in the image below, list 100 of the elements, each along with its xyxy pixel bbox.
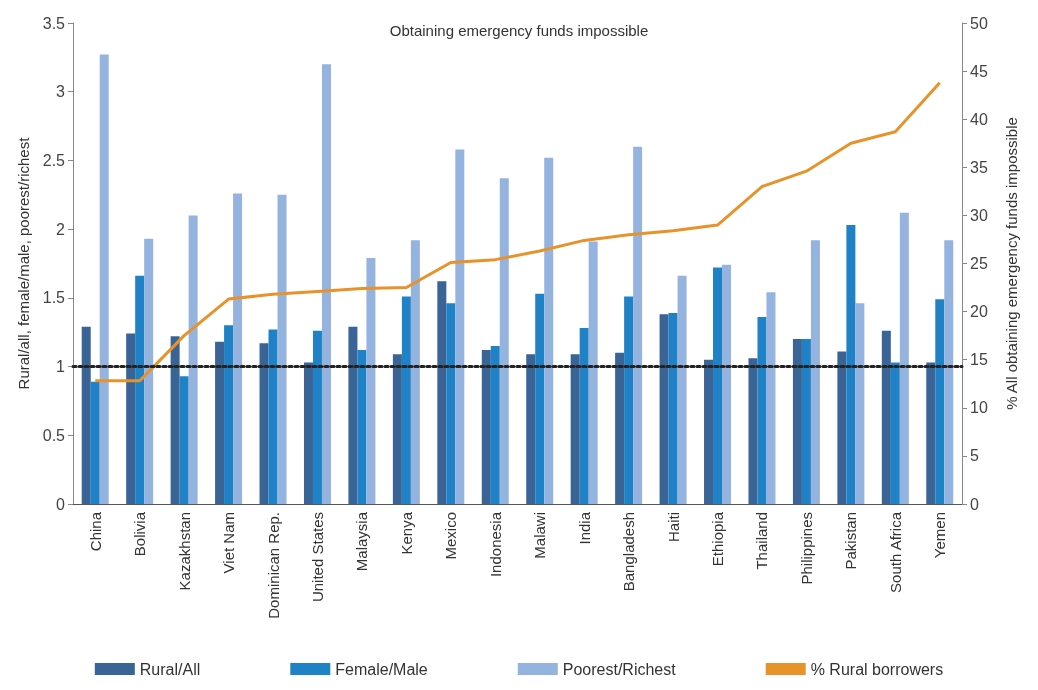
bar <box>90 381 100 504</box>
bar <box>659 314 669 504</box>
bar <box>579 328 589 504</box>
bar <box>899 212 909 504</box>
x-tick-label: India <box>575 511 593 545</box>
bar <box>357 350 367 504</box>
bar <box>535 293 545 504</box>
line-series <box>93 81 942 383</box>
y2-tick-label: 25 <box>970 255 988 272</box>
y2-tick-label: 30 <box>970 206 988 224</box>
bar <box>757 317 767 504</box>
x-tick-label: Kenya <box>397 511 415 555</box>
bar <box>722 264 732 504</box>
bar <box>224 325 234 504</box>
y-axis-title: Rural/all, female/male, poorest/richest <box>15 136 32 390</box>
bar <box>401 296 411 504</box>
y-tick-label: 3 <box>56 83 66 101</box>
bar <box>215 341 225 504</box>
x-tick-label: Indonesia <box>486 511 504 578</box>
x-tick-label: Bolivia <box>131 511 149 557</box>
bar <box>179 376 189 504</box>
legend-label: Female/Male <box>335 660 428 678</box>
bar <box>704 359 714 504</box>
bar <box>526 354 536 504</box>
bar <box>935 299 945 504</box>
x-tick-label: Kazakhstan <box>175 512 193 591</box>
bar <box>99 54 109 504</box>
x-tick-label: Bangladesh <box>620 512 638 592</box>
bar <box>624 296 634 504</box>
x-tick-label: United States <box>308 512 326 603</box>
bar <box>668 312 678 504</box>
bar <box>766 292 776 504</box>
y2-tick-label: 20 <box>970 303 988 321</box>
bar <box>410 240 420 504</box>
bar <box>446 303 456 504</box>
y2-tick-label: 45 <box>970 62 988 80</box>
x-tick-label: Malaysia <box>353 511 371 572</box>
bar <box>303 362 313 504</box>
bar <box>126 333 136 504</box>
y2-tick-label: 15 <box>970 351 988 369</box>
bar <box>392 354 402 504</box>
bar <box>810 240 820 504</box>
bar <box>944 240 954 504</box>
x-tick-label: Philippines <box>797 512 815 585</box>
y2-axis-title: % All obtaining emergency funds impossible <box>1003 117 1020 410</box>
y-tick-label: 1 <box>56 358 66 376</box>
y2-tick-label: 50 <box>970 14 988 32</box>
chart-title: Obtaining emergency funds impossible <box>389 22 649 39</box>
y2-tick-label: 0 <box>970 495 979 513</box>
bar <box>837 351 847 504</box>
bar <box>188 215 198 504</box>
bar <box>677 275 687 504</box>
y2-tick-label: 40 <box>970 110 988 128</box>
y-tick-label: 0.5 <box>42 426 66 444</box>
bar <box>321 64 331 504</box>
bar <box>455 149 465 504</box>
bar <box>259 343 269 504</box>
bar <box>144 238 154 504</box>
x-tick-label: Thailand <box>753 512 771 570</box>
bar <box>588 241 598 504</box>
x-tick-label: Haiti <box>664 512 682 543</box>
bar <box>277 194 287 504</box>
legend-label: Rural/All <box>139 660 201 678</box>
x-tick-label: South Africa <box>886 511 904 593</box>
bar <box>633 146 643 504</box>
bar <box>792 339 802 504</box>
bar <box>348 326 358 504</box>
x-tick-label: China <box>86 511 104 552</box>
x-tick-label: Mexico <box>442 512 460 560</box>
y-tick-label: 1.5 <box>42 289 66 307</box>
bar <box>926 362 936 504</box>
y2-tick-label: 10 <box>970 399 988 417</box>
bar <box>748 358 758 504</box>
bar <box>846 225 856 504</box>
bar <box>801 339 811 504</box>
bar <box>170 336 180 504</box>
bar <box>233 193 243 504</box>
x-tick-label: Ethiopia <box>709 511 727 567</box>
x-tick-label: Pakistan <box>842 512 860 570</box>
bar <box>366 258 376 504</box>
x-tick-label: Dominican Rep. <box>264 512 282 619</box>
bar <box>268 329 278 504</box>
bar <box>81 326 91 504</box>
y-tick-label: 2.5 <box>42 151 66 169</box>
bar <box>481 350 491 504</box>
bar <box>312 330 322 504</box>
bar <box>544 157 554 504</box>
bar <box>135 275 145 504</box>
bar <box>570 354 580 504</box>
bar <box>855 303 865 504</box>
y-tick-label: 2 <box>56 220 66 238</box>
bar <box>499 178 509 504</box>
bar <box>713 267 723 504</box>
x-tick-label: Yemen <box>931 512 949 559</box>
y2-tick-label: 5 <box>970 447 979 465</box>
bar <box>615 352 625 504</box>
y-tick-label: 3.5 <box>42 14 66 32</box>
x-tick-label: Viet Nam <box>220 512 238 574</box>
bar <box>437 281 447 504</box>
legend-label: Poorest/Richest <box>562 660 677 678</box>
